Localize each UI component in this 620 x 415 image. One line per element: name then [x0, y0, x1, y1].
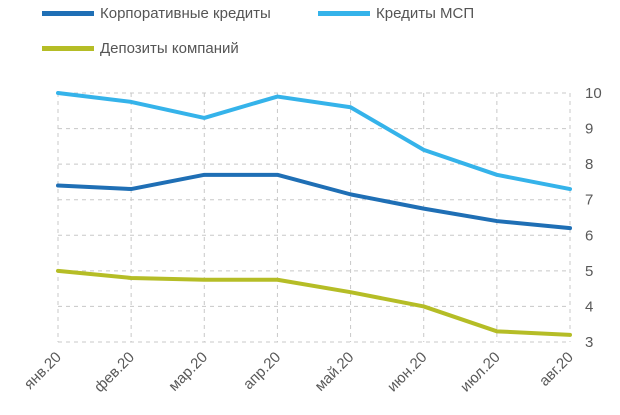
- y-tick-label: 10: [585, 85, 602, 102]
- series-line-1: [56, 91, 572, 192]
- legend-item-corporate-loans: Корпоративные кредиты: [42, 5, 271, 22]
- x-tick-label: мар.20: [165, 349, 211, 395]
- x-tick-label: фев.20: [91, 349, 138, 396]
- x-tick-label: янв.20: [21, 349, 65, 393]
- y-tick-label: 6: [585, 227, 593, 244]
- legend-swatch-sme-loans: [318, 11, 370, 16]
- y-tick-label: 5: [585, 263, 593, 280]
- series-lines: [56, 91, 572, 337]
- x-tick-label: июл.20: [457, 349, 504, 396]
- legend-label-corporate-loans: Корпоративные кредиты: [100, 5, 271, 22]
- legend-swatch-company-deposits: [42, 46, 94, 51]
- legend-label-company-deposits: Депозиты компаний: [100, 40, 239, 57]
- legend-item-company-deposits: Депозиты компаний: [42, 40, 239, 57]
- y-tick-label: 8: [585, 156, 593, 173]
- y-tick-label: 7: [585, 192, 593, 209]
- series-line-2: [56, 268, 572, 337]
- y-tick-label: 4: [585, 298, 593, 315]
- legend-swatch-corporate-loans: [42, 11, 94, 16]
- legend-item-sme-loans: Кредиты МСП: [318, 5, 474, 22]
- x-axis-ticks: янв.20 фев.20 мар.20 апр.20 май.20 июн.20 июл.…: [21, 349, 577, 396]
- chart-legend: Корпоративные кредиты Кредиты МСП Депози…: [0, 0, 620, 70]
- x-tick-label: май.20: [312, 349, 358, 395]
- grid: [57, 92, 571, 343]
- x-tick-label: июн.20: [384, 349, 431, 396]
- x-tick-label: апр.20: [240, 349, 284, 393]
- x-tick-label: авг.20: [536, 349, 577, 390]
- legend-label-sme-loans: Кредиты МСП: [376, 5, 475, 22]
- series-line-0: [56, 172, 572, 231]
- y-tick-label: 9: [585, 121, 593, 138]
- y-axis-ticks: 3 4 5 6 7 8 9 10: [585, 85, 602, 351]
- y-tick-label: 3: [585, 334, 593, 351]
